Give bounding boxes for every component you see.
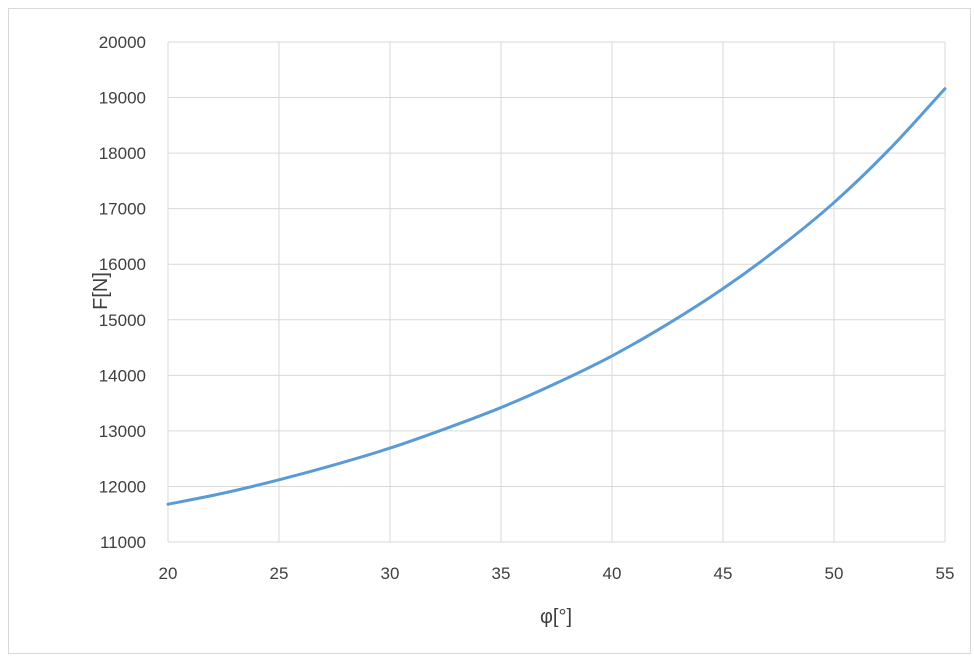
x-tick-label: 40 xyxy=(603,564,622,583)
y-tick-label: 16000 xyxy=(99,255,146,274)
y-tick-label: 13000 xyxy=(99,422,146,441)
series-line xyxy=(166,87,947,506)
x-tick-label: 20 xyxy=(159,564,178,583)
x-axis-title: φ[°] xyxy=(540,606,572,628)
y-tick-label: 11000 xyxy=(100,533,146,552)
grid xyxy=(167,41,946,543)
x-tick-label: 55 xyxy=(936,564,955,583)
y-tick-label: 18000 xyxy=(99,144,146,163)
tick-labels: 11000 12000 13000 14000 15000 16000 17000 18000… xyxy=(99,33,955,583)
y-axis-title: F[N] xyxy=(90,272,112,310)
x-tick-label: 25 xyxy=(270,564,289,583)
y-tick-label: 20000 xyxy=(99,33,146,52)
y-tick-label: 12000 xyxy=(99,477,146,496)
x-tick-label: 35 xyxy=(492,564,511,583)
x-tick-label: 50 xyxy=(825,564,844,583)
series-layer xyxy=(166,87,947,506)
y-tick-label: 17000 xyxy=(99,200,146,219)
y-tick-label: 14000 xyxy=(99,366,146,385)
x-tick-label: 30 xyxy=(381,564,400,583)
y-tick-label: 15000 xyxy=(99,311,146,330)
y-tick-label: 19000 xyxy=(99,89,146,108)
x-tick-label: 45 xyxy=(714,564,733,583)
